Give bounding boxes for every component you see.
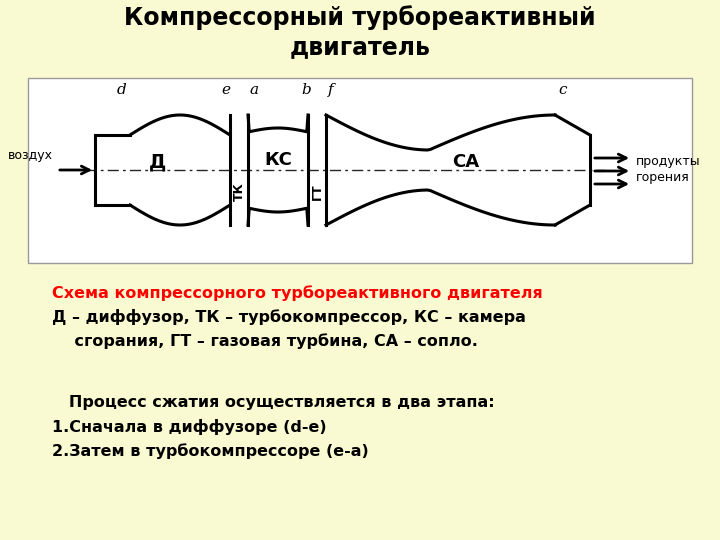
Text: Д: Д — [149, 152, 166, 172]
Text: сгорания, ГТ – газовая турбина, СА – сопло.: сгорания, ГТ – газовая турбина, СА – соп… — [52, 333, 478, 349]
Text: горения: горения — [636, 172, 690, 185]
Text: продукты: продукты — [636, 156, 701, 168]
Text: воздух: воздух — [8, 148, 53, 161]
Text: Процесс сжатия осуществляется в два этапа:: Процесс сжатия осуществляется в два этап… — [52, 395, 495, 410]
Text: d: d — [117, 83, 127, 97]
Text: Компрессорный турбореактивный
двигатель: Компрессорный турбореактивный двигатель — [124, 5, 596, 59]
Text: КС: КС — [264, 151, 292, 169]
Text: 2.Затем в турбокомпрессоре (e-a): 2.Затем в турбокомпрессоре (e-a) — [52, 443, 369, 459]
Text: СА: СА — [452, 153, 479, 171]
Text: b: b — [301, 83, 311, 97]
Text: c: c — [559, 83, 567, 97]
Text: a: a — [249, 83, 258, 97]
Text: 1.Сначала в диффузоре (d-e): 1.Сначала в диффузоре (d-e) — [52, 419, 327, 435]
Text: Д – диффузор, ТК – турбокомпрессор, КС – камера: Д – диффузор, ТК – турбокомпрессор, КС –… — [52, 309, 526, 325]
Text: e: e — [222, 83, 230, 97]
Text: ТК: ТК — [233, 183, 246, 201]
Text: ГТ: ГТ — [310, 184, 323, 200]
Bar — [28, 78, 692, 263]
Text: Схема компрессорного турбореактивного двигателя: Схема компрессорного турбореактивного дв… — [52, 285, 543, 301]
Text: f: f — [328, 83, 334, 97]
